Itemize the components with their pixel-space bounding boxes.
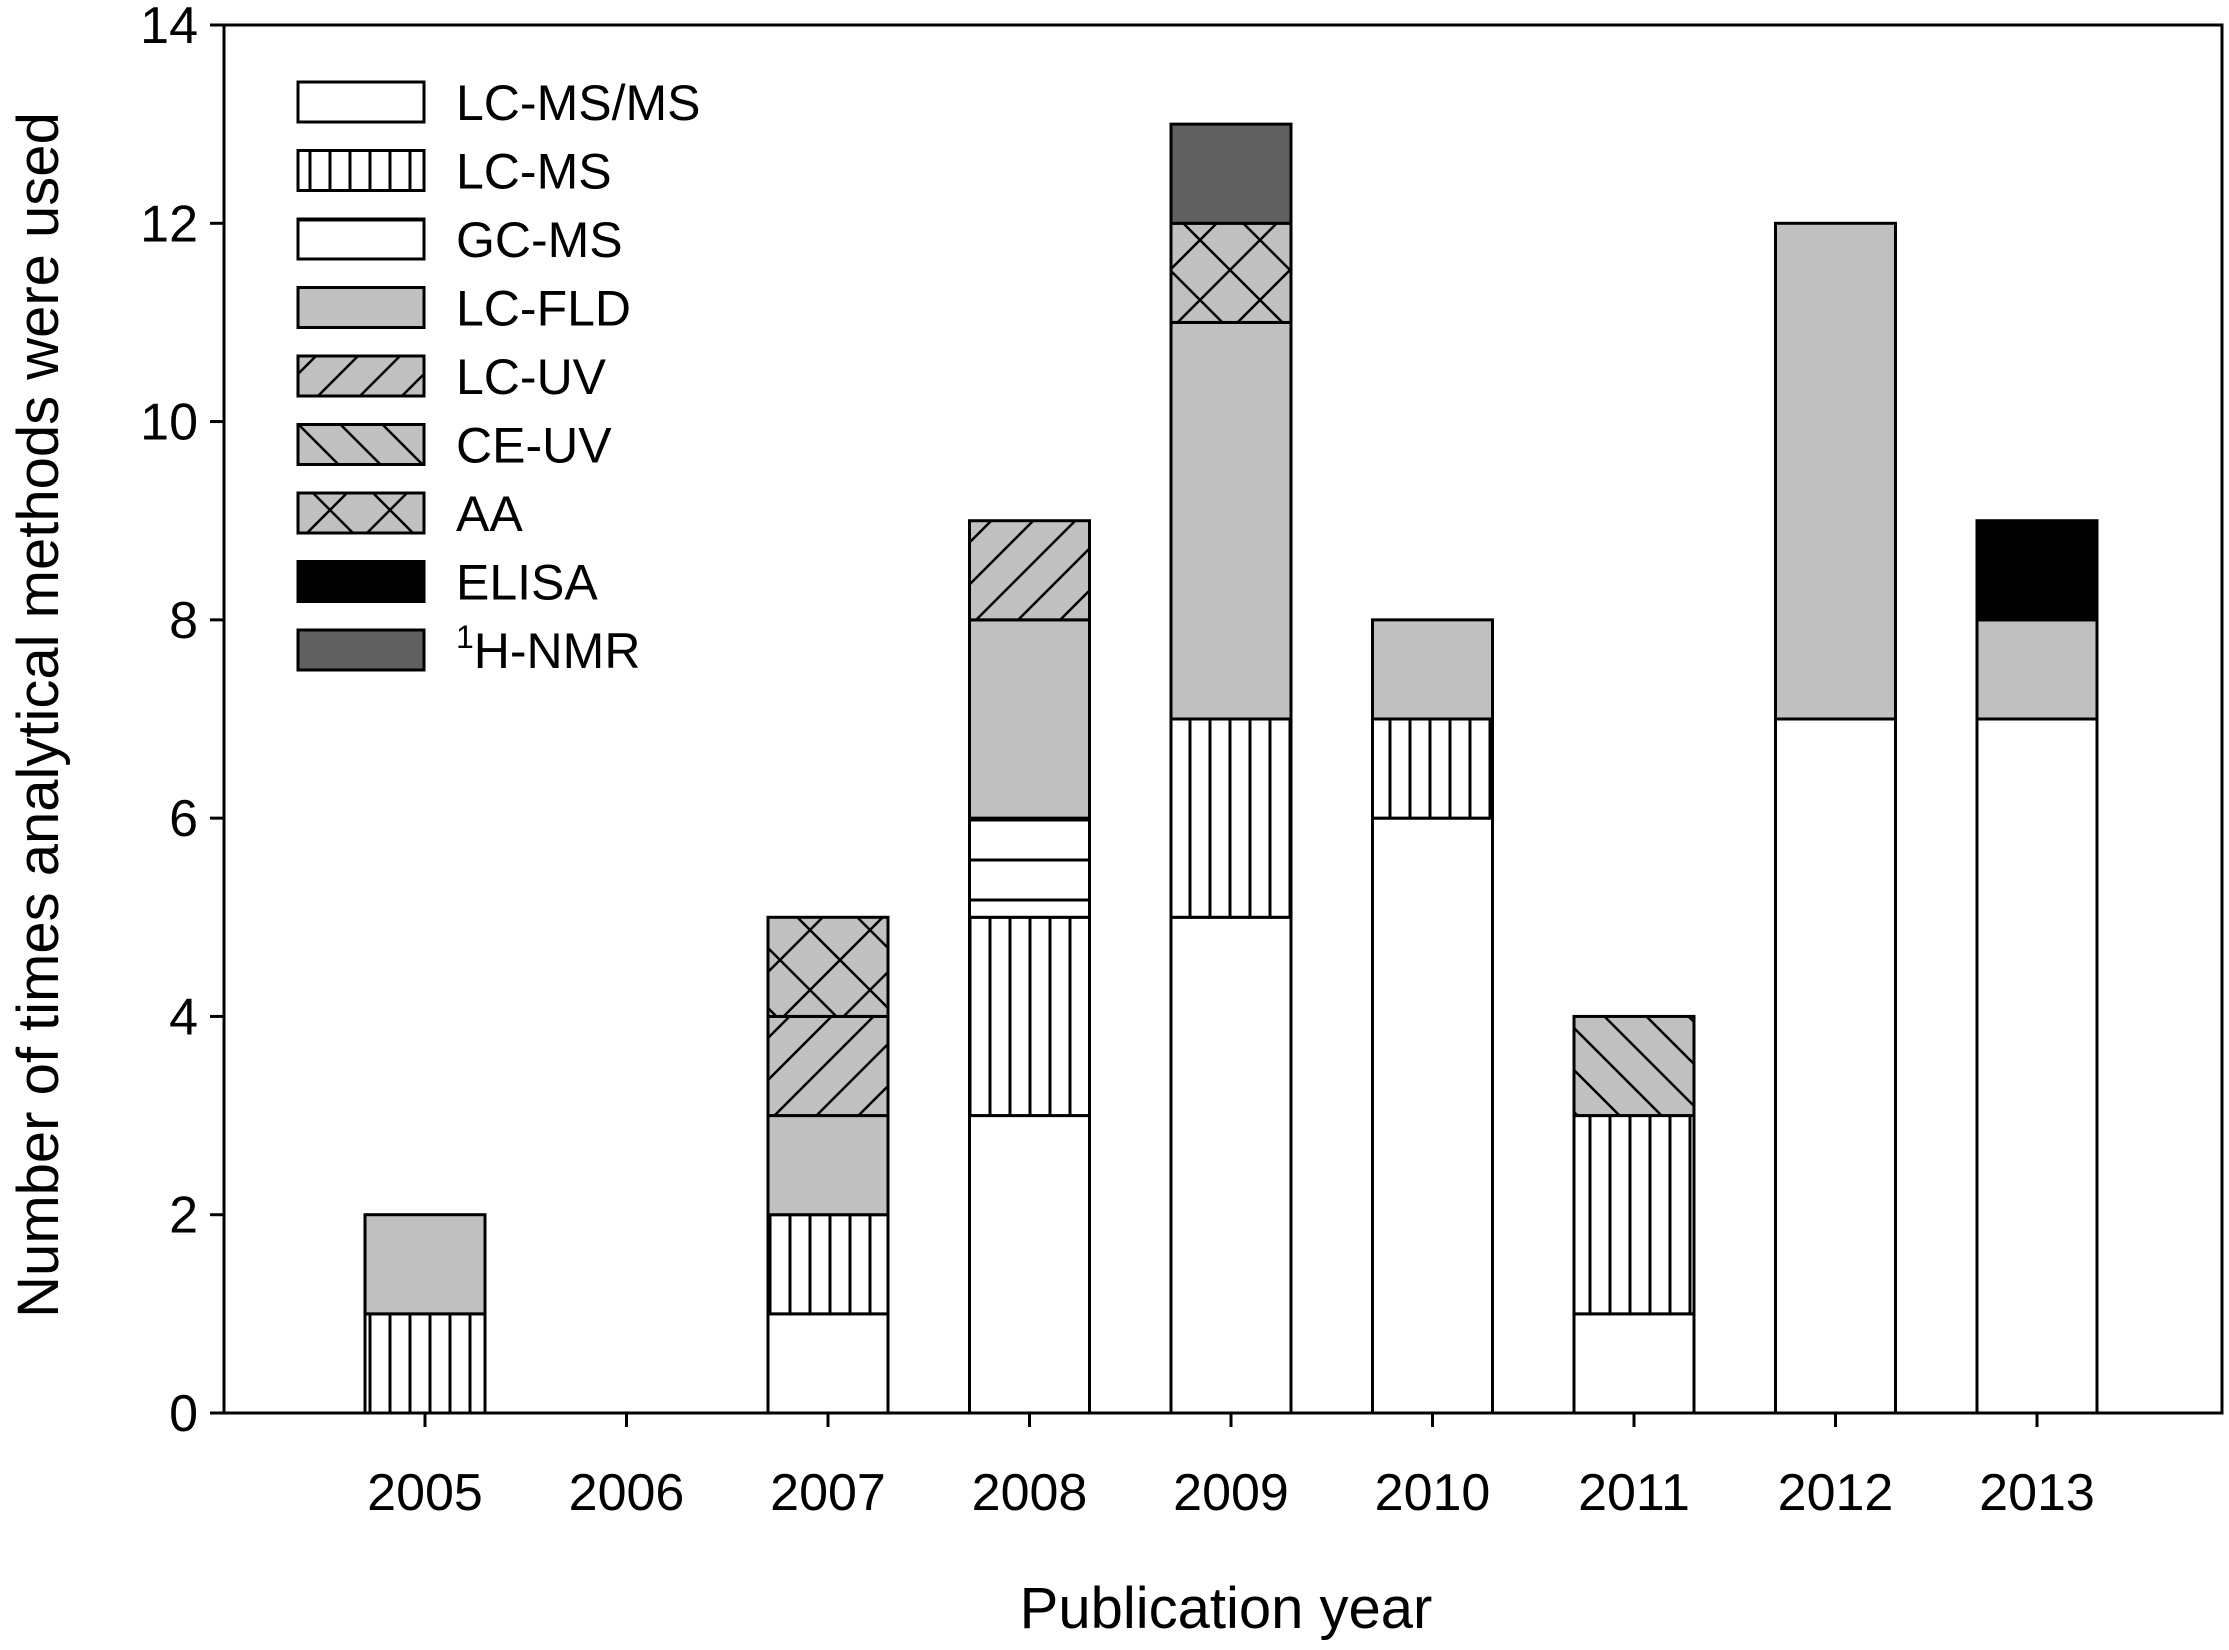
bar-segment-lc-fld-2009	[1169, 320, 1293, 721]
bar-segment-elisa-2013	[1975, 519, 2099, 622]
x-tick-label: 2008	[972, 1464, 1088, 1522]
y-tick-label: 12	[140, 195, 198, 253]
bar-segment-lc-ms-ms-2009	[1169, 915, 1293, 1415]
bar-segment-lc-fld-2008	[968, 618, 1091, 820]
legend-swatch	[296, 628, 426, 672]
legend-label: LC-UV	[456, 349, 607, 405]
bar-segment-lc-ms-ms-2012	[1774, 717, 1897, 1415]
legend-swatch	[296, 491, 426, 535]
legend-label: LC-FLD	[456, 281, 631, 337]
legend-swatch	[296, 286, 426, 329]
legend-label: LC-MS	[456, 144, 612, 200]
bar-segment-lc-ms-ms-2007	[766, 1312, 890, 1415]
bars-layer	[363, 122, 2099, 1415]
bar-segment-lc-ms-2005	[363, 1312, 487, 1415]
legend-item-aa: AA	[296, 486, 523, 542]
bar-segment-lc-ms-2010	[1371, 717, 1494, 820]
x-tick-label: 2009	[1173, 1464, 1289, 1522]
bar-segment-lc-fld-2007	[766, 1114, 890, 1217]
y-tick-label: 2	[169, 1187, 198, 1245]
y-tick-label: 0	[169, 1385, 198, 1443]
legend-item-h-nmr: 1H-NMR	[296, 619, 640, 679]
bar-segment-lc-uv-2008	[968, 519, 1091, 622]
bar-segment-lc-ms-ms-2008	[968, 1114, 1091, 1415]
bar-segment-lc-ms-ms-2013	[1975, 717, 2099, 1415]
y-tick-label: 14	[140, 0, 198, 55]
bar-segment-lc-ms-2009	[1169, 717, 1293, 919]
legend-item-ce-uv: CE-UV	[296, 418, 612, 474]
y-tick-label: 10	[140, 394, 198, 452]
bar-segment-lc-fld-2012	[1774, 221, 1897, 721]
legend-swatch	[296, 217, 426, 261]
legend-item-gc-ms: GC-MS	[296, 212, 623, 268]
bar-segment-lc-ms-ms-2010	[1371, 816, 1494, 1415]
axes-layer: 0 2 4 6 8 10 12 14 2005 2006 2007 2008 2009 2010 2011 2…	[140, 0, 2224, 1522]
legend-swatch	[296, 560, 426, 603]
legend-item-lc-fld: LC-FLD	[296, 281, 631, 337]
legend-item-lc-ms: LC-MS	[296, 144, 612, 200]
legend-item-lc-ms-ms: LC-MS/MS	[296, 75, 700, 131]
bar-segment-aa-2007	[766, 915, 890, 1018]
bar-segment-lc-fld-2005	[363, 1213, 487, 1316]
legend-item-elisa: ELISA	[296, 555, 598, 611]
x-tick-label: 2010	[1375, 1464, 1491, 1522]
legend-label: AA	[456, 486, 523, 542]
x-tick-label: 2006	[569, 1464, 685, 1522]
legend-label: 1H-NMR	[456, 619, 640, 679]
bar-segment-lc-ms-2011	[1572, 1114, 1696, 1316]
bar-segment-ce-uv-2011	[1572, 1014, 1696, 1118]
bar-segment-lc-uv-2007	[766, 1014, 890, 1118]
x-axis-title: Publication year	[1020, 1576, 1433, 1641]
y-tick-label: 8	[169, 592, 198, 650]
bar-segment-lc-ms-ms-2011	[1572, 1312, 1696, 1415]
x-tick-label: 2011	[1578, 1464, 1690, 1522]
legend-item-lc-uv: LC-UV	[296, 349, 607, 405]
legend-label: GC-MS	[456, 212, 623, 268]
x-tick-label: 2007	[770, 1464, 886, 1522]
x-tick-label: 2005	[367, 1464, 483, 1522]
legend: LC-MS/MS LC-MS GC-MS LC-FLD LC-UV CE-UV AA ELIS…	[296, 75, 700, 679]
bar-segment-lc-ms-2008	[968, 915, 1091, 1118]
x-tick-label: 2012	[1778, 1464, 1894, 1522]
legend-swatch	[296, 354, 426, 398]
bar-segment-lc-fld-2013	[1975, 618, 2099, 721]
y-axis-title: Number of times analytical methods were …	[6, 112, 71, 1318]
bar-segment-lc-ms-2007	[766, 1213, 890, 1316]
bar-segment-lc-fld-2010	[1371, 618, 1494, 721]
plot-frame	[222, 23, 2224, 1415]
x-tick-label: 2013	[1979, 1464, 2095, 1522]
legend-label: CE-UV	[456, 418, 612, 474]
legend-swatch	[296, 423, 426, 466]
bar-segment-gc-ms-2008	[968, 816, 1091, 919]
legend-label: LC-MS/MS	[456, 75, 700, 131]
legend-swatch	[296, 149, 426, 192]
bar-segment-aa-2009	[1169, 221, 1293, 324]
legend-label: ELISA	[456, 555, 598, 611]
legend-swatch	[296, 80, 426, 124]
bar-segment-h-nmr-2009	[1169, 122, 1293, 225]
y-tick-label: 6	[169, 790, 198, 848]
y-tick-label: 4	[169, 988, 198, 1046]
